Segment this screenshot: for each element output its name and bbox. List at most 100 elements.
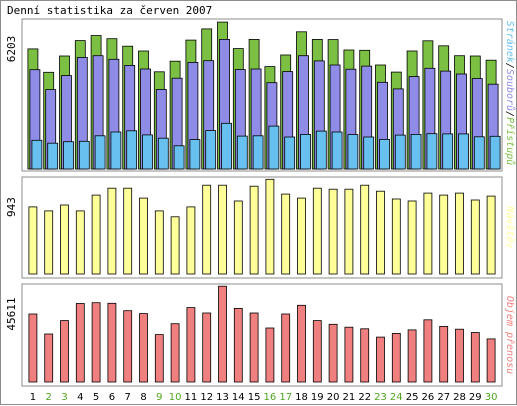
legend-part-1: / <box>504 63 515 69</box>
bar-panel-3-day-26 <box>423 319 433 383</box>
x-tick-label-day-26: 26 <box>422 392 435 403</box>
x-tick-label-day-7: 7 <box>125 392 131 403</box>
bar-panel-2-day-3 <box>60 204 69 275</box>
bar-str-nek-day-13 <box>221 122 232 170</box>
legend-part-0: Stránek <box>504 21 516 63</box>
bar-panel-2-day-26 <box>423 192 433 275</box>
bar-panel-3-day-18 <box>297 304 306 383</box>
x-tick-label-day-11: 11 <box>185 392 198 403</box>
x-tick-label-day-18: 18 <box>295 392 308 403</box>
panel-2-max-label: 943 <box>5 197 18 217</box>
bar-panel-3-day-22 <box>360 328 370 383</box>
bar-panel-3-day-6 <box>107 302 117 383</box>
x-tick-label-day-24: 24 <box>390 392 403 403</box>
bar-str-nek-day-28 <box>458 133 469 170</box>
bar-panel-2-day-1 <box>28 206 38 275</box>
bar-panel-3-day-25 <box>407 329 417 383</box>
bar-panel-2-day-16 <box>265 178 275 275</box>
bar-str-nek-day-20 <box>331 131 343 170</box>
bar-str-nek-day-3 <box>63 141 74 170</box>
bar-panel-2-day-14 <box>233 200 243 275</box>
bar-panel-2-day-13 <box>218 184 227 275</box>
bar-panel-2-day-2 <box>44 210 54 275</box>
bar-panel-2-day-24 <box>391 198 401 275</box>
bar-panel-3-day-4 <box>75 303 85 383</box>
bar-str-nek-day-27 <box>442 133 454 170</box>
bar-str-nek-day-14 <box>236 135 248 170</box>
x-tick-label-day-3: 3 <box>61 392 67 403</box>
panel-2-frame <box>21 176 503 279</box>
bar-panel-2-day-7 <box>123 187 133 275</box>
x-tick-label-day-16: 16 <box>264 392 277 403</box>
legend-part-4: Přístupů <box>504 117 516 165</box>
x-tick-label-day-17: 17 <box>279 392 292 403</box>
x-tick-label-day-21: 21 <box>343 392 356 403</box>
bar-panel-3-day-23 <box>376 336 385 383</box>
x-tick-label-day-14: 14 <box>232 392 245 403</box>
x-tick-label-day-27: 27 <box>437 392 450 403</box>
bar-str-nek-day-8 <box>142 134 153 170</box>
bar-panel-3-day-29 <box>470 332 480 383</box>
bar-str-nek-day-24 <box>394 134 406 170</box>
bar-str-nek-day-18 <box>300 133 311 170</box>
bar-panel-2-day-22 <box>360 184 370 275</box>
x-tick-label-day-5: 5 <box>93 392 99 403</box>
bar-panel-3-day-27 <box>439 325 449 383</box>
panel-3-frame <box>21 283 503 387</box>
bar-panel-2-day-6 <box>107 187 117 275</box>
bar-panel-2-day-25 <box>407 200 417 275</box>
bar-panel-2-day-15 <box>249 185 259 275</box>
bar-panel-2-day-9 <box>154 210 164 275</box>
bar-panel-2-day-4 <box>75 210 85 275</box>
bar-panel-3-day-17 <box>281 313 291 383</box>
bar-str-nek-day-6 <box>110 131 122 170</box>
x-tick-label-day-10: 10 <box>169 392 182 403</box>
bar-panel-3-day-5 <box>91 302 101 383</box>
x-tick-label-day-2: 2 <box>46 392 52 403</box>
bar-panel-2-day-23 <box>376 190 385 275</box>
bar-str-nek-day-19 <box>315 130 327 170</box>
bar-panel-2-day-8 <box>139 197 148 275</box>
x-tick-label-day-6: 6 <box>109 392 115 403</box>
bar-panel-2-day-12 <box>202 184 212 275</box>
bar-panel-3-day-28 <box>455 328 464 383</box>
bar-str-nek-day-9 <box>157 137 169 170</box>
panel-3-legend: Objem přenosu <box>504 296 516 374</box>
bar-panel-2-day-18 <box>297 197 306 275</box>
bar-panel-3-day-12 <box>202 312 212 383</box>
bar-panel-2-day-11 <box>186 206 196 275</box>
x-tick-label-day-29: 29 <box>469 392 482 403</box>
bar-str-nek-day-29 <box>473 136 485 170</box>
panel-1-legend: Stránek/Souborů/Přístupů <box>504 21 516 166</box>
bar-panel-3-day-10 <box>170 323 180 383</box>
bar-panel-3-day-7 <box>123 310 133 383</box>
bar-panel-2-day-29 <box>470 199 480 275</box>
bar-panel-3-day-9 <box>154 334 164 383</box>
x-tick-label-day-4: 4 <box>77 392 83 403</box>
bar-panel-3-day-24 <box>391 332 401 383</box>
bar-panel-2-day-19 <box>312 187 322 275</box>
bar-str-nek-day-2 <box>47 142 59 170</box>
bar-panel-2-day-21 <box>344 188 354 275</box>
bar-panel-3-day-21 <box>344 326 354 383</box>
bar-str-nek-day-25 <box>410 133 422 170</box>
bar-panel-2-day-27 <box>439 194 449 275</box>
x-tick-label-day-8: 8 <box>140 392 146 403</box>
bar-str-nek-day-16 <box>268 125 280 170</box>
x-tick-label-day-13: 13 <box>216 392 229 403</box>
bar-str-nek-day-11 <box>189 139 201 170</box>
x-tick-label-day-9: 9 <box>156 392 162 403</box>
panel-1-max-label: 6203 <box>5 36 18 63</box>
bar-panel-2-day-17 <box>281 193 291 275</box>
bar-panel-3-day-30 <box>486 338 496 383</box>
bar-str-nek-day-23 <box>379 138 390 170</box>
bar-str-nek-day-21 <box>347 134 359 170</box>
bar-str-nek-day-1 <box>31 139 43 170</box>
bar-panel-2-day-10 <box>170 216 180 275</box>
bar-str-nek-day-30 <box>489 135 501 170</box>
x-tick-label-day-22: 22 <box>358 392 371 403</box>
bar-str-nek-day-15 <box>252 135 264 170</box>
bar-panel-3-day-14 <box>233 307 243 383</box>
